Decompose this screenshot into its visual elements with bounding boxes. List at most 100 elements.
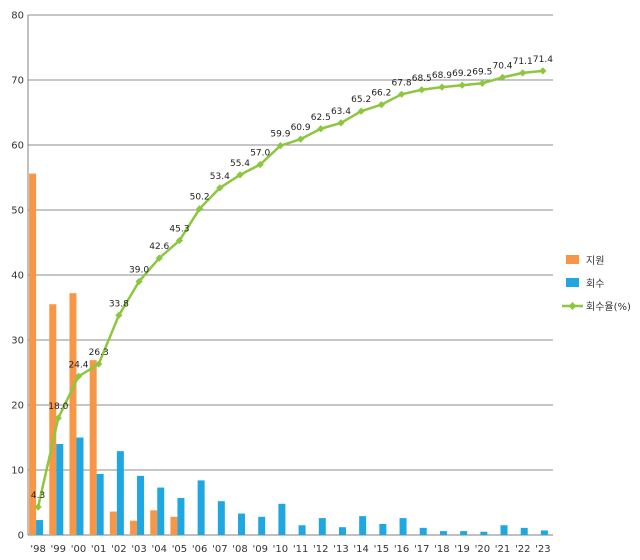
recovery-bar: [480, 531, 488, 535]
x-tick-label: '07: [212, 544, 227, 555]
x-tick-label: '11: [293, 544, 308, 555]
recovery-bar: [520, 527, 528, 535]
x-tick-label: '21: [495, 544, 510, 555]
y-tick-label: 70: [11, 76, 24, 87]
x-tick-label: '13: [333, 544, 348, 555]
recovery-rate-marker: [458, 81, 466, 89]
recovery-rate-label: 71.1: [513, 57, 533, 67]
recovery-bar: [36, 520, 44, 535]
recovery-rate-label: 59.9: [270, 130, 290, 140]
recovery-rate-label: 33.8: [109, 299, 129, 309]
recovery-rate-label: 70.4: [492, 61, 512, 71]
recovery-rate-label: 18.0: [48, 402, 68, 412]
gridlines: [28, 14, 553, 536]
recovery-rate-label: 24.4: [68, 360, 88, 370]
x-tick-label: '19: [454, 544, 469, 555]
support-bar: [170, 516, 178, 535]
recovery-bar: [298, 525, 306, 535]
recovery-bar: [177, 497, 185, 535]
recovery-bar: [217, 501, 225, 535]
support-bar: [130, 520, 138, 535]
x-axis: '98 '99 '00 '01 '02 '03 '04 '05 '06 '07 '08 '09 '10 '…: [30, 544, 550, 555]
y-tick-label: 20: [11, 401, 24, 412]
recovery-bar: [238, 513, 246, 535]
recovery-bar: [419, 527, 427, 535]
x-tick-label: '05: [172, 544, 187, 555]
support-bar: [69, 293, 77, 535]
x-tick-label: '10: [273, 544, 288, 555]
recovery-bar: [540, 530, 548, 535]
recovery-rate-label: 60.9: [291, 123, 311, 133]
x-tick-label: '18: [434, 544, 449, 555]
x-tick-label: '01: [91, 544, 106, 555]
recovery-rate-marker: [95, 360, 103, 368]
recovery-bar: [56, 444, 64, 535]
recovery-rate-line: [36, 69, 544, 508]
x-tick-label: '15: [374, 544, 389, 555]
recovery-rate-label: 62.5: [311, 113, 331, 123]
x-tick-label: '00: [71, 544, 86, 555]
recovery-rate-marker: [498, 73, 507, 81]
recovery-rate-marker: [74, 372, 83, 380]
recovery-rate-marker: [377, 101, 385, 109]
recovery-rate-marker: [276, 142, 285, 150]
y-tick-label: 50: [11, 206, 24, 217]
recovery-bar: [258, 516, 266, 535]
line-series: [34, 67, 547, 511]
x-tick-label: '08: [232, 544, 247, 555]
recovery-bar: [116, 451, 124, 535]
recovery-rate-marker: [418, 86, 426, 94]
recovery-rate-label: 67.8: [392, 78, 412, 88]
recovery-rate-label: 69.5: [472, 67, 492, 77]
recovery-rate-marker: [478, 79, 486, 87]
recovery-rate-marker: [115, 311, 123, 319]
x-tick-label: '02: [111, 544, 126, 555]
recovery-rate-label: 42.6: [149, 242, 169, 252]
recovery-rate-marker: [519, 69, 527, 77]
recovery-rate-marker: [196, 205, 204, 213]
y-tick-label: 60: [11, 141, 24, 152]
y-tick-label: 30: [11, 336, 24, 347]
x-tick-label: '09: [252, 544, 267, 555]
recovery-rate-marker: [216, 184, 224, 192]
support-bar: [49, 304, 57, 535]
recovery-bar: [379, 523, 387, 535]
recovery-rate-label: 68.9: [432, 71, 452, 81]
recovery-bar: [359, 516, 367, 535]
recovery-rate-marker: [175, 236, 184, 245]
recovery-rate-marker: [256, 160, 264, 169]
support-bar: [29, 173, 37, 535]
recovery-rate-marker: [34, 503, 42, 511]
recovery-rate-label: 53.4: [210, 172, 230, 182]
legend-label: 회수율(%): [586, 301, 631, 313]
recovery-rate-marker: [317, 125, 325, 133]
recovery-rate-label: 71.4: [533, 55, 553, 65]
recovery-rate-label: 66.2: [371, 89, 391, 99]
recovery-rate-marker: [155, 254, 163, 262]
recovery-rate-label: 63.4: [331, 107, 351, 117]
recovery-rate-marker: [397, 90, 406, 98]
x-tick-label: '98: [30, 544, 45, 555]
recovery-rate-label: 45.3: [169, 225, 189, 235]
support-bar: [109, 511, 117, 535]
y-tick-label: 80: [11, 11, 24, 22]
y-tick-label: 0: [18, 531, 24, 542]
recovery-rate-label: 57.0: [250, 149, 270, 159]
x-tick-label: '12: [313, 544, 328, 555]
support-bar: [150, 510, 158, 535]
legend-swatch-support: [566, 255, 579, 264]
x-tick-label: '14: [353, 544, 368, 555]
recovery-bar: [500, 525, 508, 535]
x-tick-label: '04: [152, 544, 167, 555]
recovery-bar: [96, 473, 104, 535]
recovery-bar: [76, 437, 84, 535]
bar-series: [29, 173, 548, 535]
recovery-bar: [460, 531, 468, 535]
recovery-rate-marker: [438, 83, 446, 91]
recovery-rate-label: 55.4: [230, 159, 250, 169]
x-tick-label: '03: [131, 544, 146, 555]
recovery-rate-marker: [337, 119, 345, 127]
recovery-rate-marker: [236, 171, 244, 179]
recovery-rate-label: 39.0: [129, 266, 149, 276]
